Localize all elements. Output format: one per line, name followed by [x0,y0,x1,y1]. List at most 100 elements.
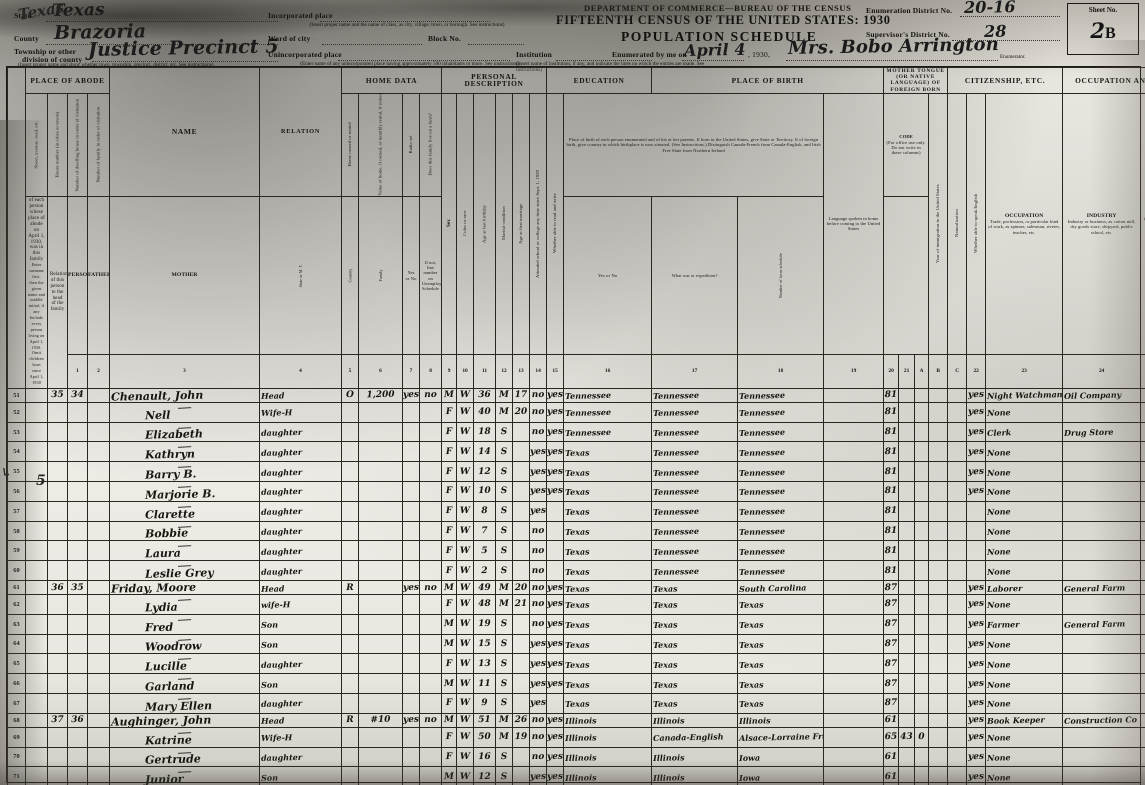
family-number-cell[interactable] [67,401,88,423]
radio-set-cell[interactable] [402,540,421,562]
mother-tongue-cell[interactable] [823,726,885,748]
birthplace-father-cell[interactable]: Illinois [651,766,739,785]
street-cell[interactable] [25,594,48,615]
code-a-cell[interactable]: 81 [883,401,900,423]
street-cell[interactable] [25,580,48,595]
race-cell[interactable]: W [456,540,475,562]
code-a-cell[interactable]: 81 [883,441,900,463]
lives-on-farm-cell[interactable] [419,766,443,785]
mother-tongue-cell[interactable] [823,692,885,714]
table-row[interactable]: 51 35 34 Chenault, John Head O 1,200 yes no M W 36 M… [7,387,1145,403]
race-cell[interactable]: W [456,580,475,595]
immigration-year-cell[interactable] [928,613,949,635]
birthplace-mother-cell[interactable]: Texas [737,692,825,714]
attended-school-cell[interactable]: yes [529,461,548,483]
age-at-marriage-cell[interactable] [512,673,531,694]
industry-cell[interactable] [1062,560,1142,581]
birthplace-person-cell[interactable]: Texas [563,560,653,581]
street-cell[interactable] [25,746,48,768]
house-number-cell[interactable] [86,633,111,655]
lives-on-farm-cell[interactable] [419,673,443,694]
birthplace-father-cell[interactable]: Canada-English [651,726,739,748]
house-number-cell[interactable] [86,481,111,502]
marital-status-cell[interactable]: M [495,401,514,423]
industry-cell[interactable] [1062,766,1142,785]
industry-cell[interactable]: Construction Co [1062,712,1142,728]
race-cell[interactable]: W [456,653,475,675]
birthplace-person-cell[interactable]: Texas [563,500,653,522]
code-a-cell[interactable]: 81 [883,387,900,403]
age-at-marriage-cell[interactable] [512,461,531,483]
age-cell[interactable]: 9 [473,692,497,714]
birthplace-mother-cell[interactable]: Alsace-Lorraine France [737,726,825,748]
code-a-cell[interactable]: 65 [883,726,900,748]
relation-cell[interactable]: daughter [259,481,343,502]
occupation-code-cell[interactable] [1140,481,1145,502]
speaks-english-cell[interactable] [966,560,987,581]
birthplace-mother-cell[interactable]: Illinois [737,712,825,728]
birthplace-person-cell[interactable]: Tennessee [563,421,653,443]
occupation-code-cell[interactable] [1140,692,1145,714]
naturalization-cell[interactable] [947,401,968,423]
street-cell[interactable] [25,653,48,675]
code-b-cell[interactable] [898,461,916,483]
industry-cell[interactable] [1062,692,1142,714]
mother-tongue-cell[interactable] [823,746,885,768]
mother-tongue-cell[interactable] [823,766,885,785]
marital-status-cell[interactable]: S [495,746,514,768]
occupation-cell[interactable]: None [985,481,1064,502]
dwelling-number-cell[interactable]: 36 [47,580,68,595]
literacy-cell[interactable] [546,500,565,522]
home-value-cell[interactable] [358,726,404,748]
naturalization-cell[interactable] [947,712,968,728]
speaks-english-cell[interactable]: yes [966,401,987,423]
speaks-english-cell[interactable]: yes [966,461,987,483]
home-tenure-cell[interactable] [341,633,360,655]
sex-cell[interactable]: F [441,401,458,423]
street-cell[interactable] [25,441,48,463]
immigration-year-cell[interactable] [928,540,949,562]
birthplace-father-cell[interactable]: Tennessee [651,441,739,463]
code-b-cell[interactable] [898,401,916,423]
lives-on-farm-cell[interactable] [419,461,443,483]
literacy-cell[interactable]: yes [546,594,565,615]
radio-set-cell[interactable] [402,520,421,542]
birthplace-mother-cell[interactable]: Texas [737,673,825,694]
radio-set-cell[interactable] [402,421,421,443]
speaks-english-cell[interactable]: yes [966,387,987,403]
radio-set-cell[interactable] [402,726,421,748]
home-tenure-cell[interactable]: O [341,387,360,403]
industry-cell[interactable] [1062,540,1142,562]
code-a-cell[interactable]: 81 [883,520,900,542]
code-b-cell[interactable] [898,481,916,502]
home-value-cell[interactable] [358,481,404,502]
radio-set-cell[interactable] [402,594,421,615]
code-c-cell[interactable] [914,421,930,443]
birthplace-mother-cell[interactable]: Texas [737,594,825,615]
sex-cell[interactable]: F [441,726,458,748]
relation-cell[interactable]: daughter [259,520,343,542]
mother-tongue-cell[interactable] [823,387,885,403]
literacy-cell[interactable]: yes [546,746,565,768]
birthplace-mother-cell[interactable]: Tennessee [737,461,825,483]
marital-status-cell[interactable]: S [495,500,514,522]
street-cell[interactable] [25,692,48,714]
home-tenure-cell[interactable] [341,520,360,542]
birthplace-person-cell[interactable]: Tennessee [563,387,653,403]
code-c-cell[interactable] [914,441,930,463]
marital-status-cell[interactable]: S [495,481,514,502]
lives-on-farm-cell[interactable] [419,500,443,522]
age-at-marriage-cell[interactable] [512,560,531,581]
age-cell[interactable]: 48 [473,594,497,615]
attended-school-cell[interactable]: no [529,421,548,443]
age-at-marriage-cell[interactable] [512,692,531,714]
code-a-cell[interactable]: 87 [883,673,900,694]
age-at-marriage-cell[interactable] [512,653,531,675]
family-number-cell[interactable] [67,653,88,675]
code-b-cell[interactable] [898,613,916,635]
age-cell[interactable]: 7 [473,520,497,542]
mother-tongue-cell[interactable] [823,594,885,615]
code-b-cell[interactable] [898,560,916,581]
age-cell[interactable]: 14 [473,441,497,463]
